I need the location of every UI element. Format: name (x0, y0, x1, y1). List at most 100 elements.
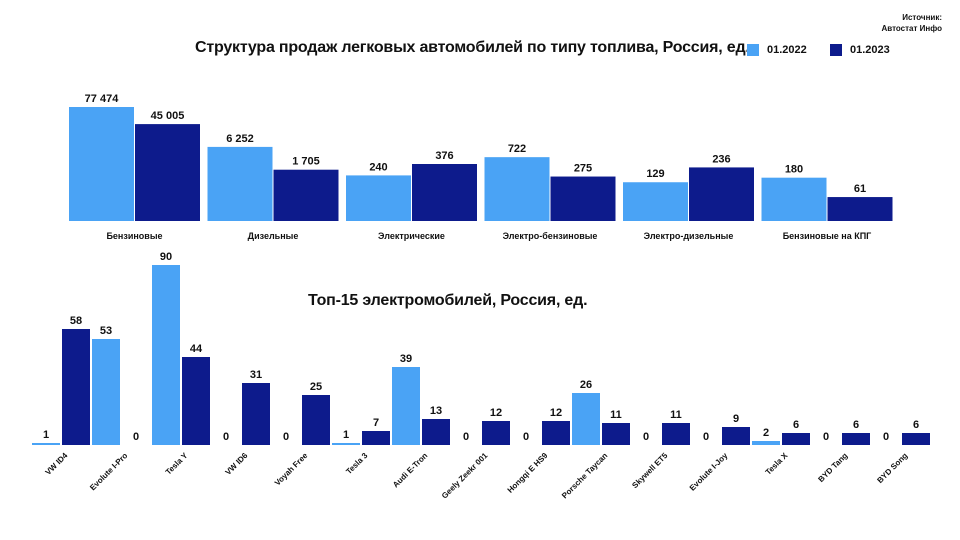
ev-category-label: BYD Tang (816, 451, 849, 484)
ev-bar-2023-5 (362, 431, 390, 445)
fuel-category-label: Электро-бензиновые (503, 231, 598, 241)
ev-bar-2023-3 (242, 383, 270, 445)
ev-category-label: VW ID6 (224, 451, 250, 477)
ev-bar-2023-9 (602, 423, 630, 445)
fuel-bar-2022-4 (623, 182, 688, 221)
fuel-bar-2023-4 (689, 167, 754, 221)
ev-value-label: 58 (70, 315, 82, 327)
ev-value-label: 0 (523, 431, 529, 443)
fuel-value-label: 6 252 (226, 133, 254, 145)
ev-bar-2023-14 (902, 433, 930, 445)
ev-bar-2022-9 (572, 393, 600, 445)
fuel-value-label: 722 (508, 143, 526, 155)
ev-bar-2023-7 (482, 421, 510, 445)
fuel-bar-2023-5 (827, 197, 893, 221)
ev-value-label: 6 (913, 419, 919, 431)
ev-value-label: 31 (250, 369, 262, 381)
ev-value-label: 12 (550, 407, 562, 419)
ev-value-label: 11 (610, 409, 622, 421)
fuel-category-label: Бензиновые (106, 231, 162, 241)
ev-category-label: BYD Song (875, 451, 909, 485)
ev-bar-2023-10 (662, 423, 690, 445)
fuel-value-label: 45 005 (151, 110, 185, 122)
fuel-category-label: Электрические (378, 231, 445, 241)
ev-value-label: 1 (343, 429, 349, 441)
fuel-value-label: 240 (369, 161, 387, 173)
ev-value-label: 13 (430, 405, 442, 417)
ev-bar-2023-13 (842, 433, 870, 445)
ev-category-label: Tesla Y (164, 451, 190, 477)
ev-value-label: 26 (580, 379, 592, 391)
ev-bar-2022-1 (92, 339, 120, 445)
legend-label-2022: 01.2022 (767, 44, 807, 56)
ev-bar-2023-8 (542, 421, 570, 445)
ev-category-label: Audi E-Tron (391, 451, 429, 489)
ev-value-label: 0 (463, 431, 469, 443)
source-value: Автостат Инфо (881, 24, 942, 33)
ev-category-label: Porsche Taycan (560, 451, 609, 500)
legend-swatch-2023 (830, 44, 842, 56)
fuel-value-label: 61 (854, 183, 866, 195)
legend-swatch-2022 (747, 44, 759, 56)
ev-value-label: 9 (733, 413, 739, 425)
fuel-bar-2022-1 (207, 146, 273, 221)
ev-bar-2022-0 (32, 443, 60, 445)
fuel-category-label: Дизельные (248, 231, 299, 241)
ev-value-label: 44 (190, 343, 203, 355)
fuel-bar-2022-5 (761, 177, 827, 221)
ev-value-label: 39 (400, 353, 412, 365)
fuel-value-label: 180 (785, 164, 803, 176)
source-label: Источник: (902, 13, 942, 22)
ev-category-label: Geely Zeekr 001 (440, 451, 490, 501)
fuel-bar-2023-1 (273, 169, 339, 221)
ev-value-label: 0 (883, 431, 889, 443)
chart-title-ev: Топ-15 электромобилей, Россия, ед. (308, 292, 588, 309)
ev-value-label: 0 (133, 431, 139, 443)
fuel-bar-2022-0 (69, 107, 134, 221)
ev-category-label: Evolute I-Pro (88, 451, 129, 492)
ev-category-label: Tesla 3 (344, 451, 370, 477)
ev-category-label: Tesla X (764, 451, 790, 477)
fuel-bar-2022-3 (484, 157, 550, 221)
source-note: Источник: Автостат Инфо (881, 12, 942, 34)
ev-category-label: Voyah Free (273, 451, 310, 488)
ev-value-label: 1 (43, 429, 49, 441)
ev-bar-2023-6 (422, 419, 450, 445)
ev-category-label: Evolute I-Joy (688, 451, 730, 493)
fuel-value-label: 77 474 (85, 93, 120, 105)
ev-bar-2023-0 (62, 329, 90, 445)
ev-category-label: Hongqi E HS9 (506, 451, 550, 495)
fuel-value-label: 1 705 (292, 156, 320, 168)
ev-value-label: 0 (223, 431, 229, 443)
ev-bar-2022-5 (332, 443, 360, 445)
fuel-bar-2023-2 (412, 164, 477, 221)
fuel-value-label: 376 (435, 150, 453, 162)
ev-value-label: 6 (793, 419, 799, 431)
fuel-value-label: 129 (646, 168, 664, 180)
ev-bar-2023-2 (182, 357, 210, 445)
ev-bar-2023-4 (302, 395, 330, 445)
ev-value-label: 0 (643, 431, 649, 443)
ev-bar-2022-6 (392, 367, 420, 445)
ev-value-label: 0 (823, 431, 829, 443)
ev-bar-2023-12 (782, 433, 810, 445)
ev-bar-2023-11 (722, 427, 750, 445)
ev-category-label: VW ID4 (44, 451, 70, 477)
ev-value-label: 2 (763, 427, 769, 439)
fuel-bar-2023-3 (550, 176, 616, 221)
fuel-value-label: 275 (574, 163, 592, 175)
legend-label-2023: 01.2023 (850, 44, 890, 56)
ev-category-label: Skywell ET5 (630, 451, 669, 490)
ev-value-label: 25 (310, 381, 322, 393)
chart-title-fuel: Структура продаж легковых автомобилей по… (195, 39, 750, 56)
fuel-bar-2022-2 (346, 175, 411, 221)
ev-value-label: 0 (703, 431, 709, 443)
ev-value-label: 6 (853, 419, 859, 431)
ev-bar-2022-2 (152, 265, 180, 445)
ev-value-label: 12 (490, 407, 502, 419)
ev-value-label: 90 (160, 251, 172, 263)
fuel-bar-2023-0 (135, 124, 200, 221)
ev-value-label: 0 (283, 431, 289, 443)
